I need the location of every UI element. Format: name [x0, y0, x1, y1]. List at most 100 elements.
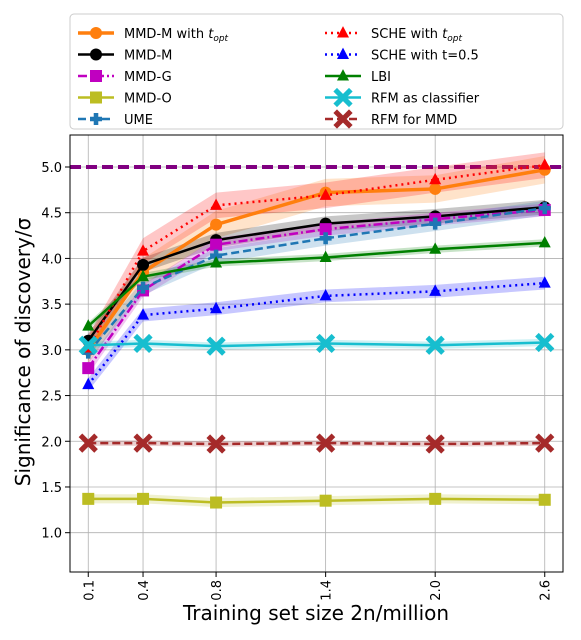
- legend-item-2: MMD-G: [78, 70, 172, 85]
- point-series-8-2: [206, 336, 226, 356]
- point-series-7-3: [319, 250, 332, 263]
- x-tick-label-5: 2.6: [539, 580, 554, 601]
- y-tick-label-2: 2.0: [41, 435, 62, 450]
- legend-item-0: MMD-M with topt: [78, 27, 229, 44]
- x-tick-label-0: 0.1: [82, 580, 97, 601]
- y-tick-label-8: 5.0: [41, 161, 62, 176]
- point-series-7-4: [429, 242, 442, 254]
- point-series-4-5: [538, 202, 551, 215]
- line-series-6: [87, 281, 545, 386]
- legend-label-0: MMD-M with topt: [124, 27, 229, 44]
- point-series-5-5: [538, 158, 551, 170]
- line-series-3: [88, 497, 545, 504]
- point-series-2-3: [319, 223, 332, 236]
- line-series-1: [87, 205, 545, 342]
- legend-label-sub-0: opt: [213, 34, 228, 44]
- line-series-4: [87, 206, 545, 354]
- point-series-4-2: [210, 249, 223, 262]
- point-series-9-1: [133, 433, 153, 453]
- error-bands: [88, 152, 545, 508]
- legend-label-7: LBI: [371, 70, 391, 85]
- point-series-2-0: [82, 362, 95, 375]
- legend-swatch-marker-4: [90, 113, 102, 125]
- legend-label-4: UME: [124, 113, 153, 128]
- point-series-8-4-stroke-b: [425, 335, 445, 355]
- x-axis-label: Training set size 2n/million: [182, 601, 449, 625]
- legend-item-1: MMD-M: [78, 48, 172, 64]
- point-series-5-3: [319, 188, 332, 200]
- point-series-8-1-stroke-b: [133, 333, 153, 354]
- legend-label-main-5: SCHE with: [371, 27, 442, 42]
- legend-box: [69, 13, 564, 130]
- legend-swatch-marker-9-stroke-b: [333, 109, 353, 129]
- point-series-0-4: [429, 182, 442, 195]
- point-series-8-4: [425, 335, 445, 355]
- band-series-5: [88, 152, 545, 361]
- legend-swatch-marker-3: [90, 91, 102, 104]
- legend-item-6: SCHE with t=0.5: [325, 47, 479, 64]
- legend-swatch-marker-0: [90, 27, 102, 39]
- point-series-4-1: [137, 281, 150, 294]
- point-series-4-3: [319, 232, 332, 245]
- point-series-3-1: [137, 492, 150, 505]
- legend-label-8: RFM as classifier: [371, 92, 480, 107]
- legend-item-4: UME: [78, 113, 153, 128]
- line-series-2: [87, 208, 545, 369]
- point-series-2-2: [210, 238, 223, 251]
- point-series-7-2: [210, 256, 223, 268]
- legend-swatch-marker-6: [337, 47, 349, 59]
- y-tick-label-7: 4.5: [41, 207, 62, 222]
- point-series-7-1: [137, 269, 150, 282]
- point-series-9-5-stroke-b: [535, 433, 555, 453]
- point-series-9-3-stroke-b: [316, 433, 336, 453]
- x-tick-label-2: 0.8: [210, 580, 225, 601]
- point-series-9-5: [535, 433, 555, 453]
- legend-swatch-marker-2: [90, 70, 102, 82]
- point-series-4-4: [429, 217, 442, 230]
- point-series-8-2-stroke-b: [206, 336, 226, 356]
- point-series-8-5-stroke-b: [535, 332, 555, 353]
- point-series-8-0-stroke-b: [78, 335, 98, 355]
- point-series-9-2: [206, 434, 226, 454]
- legend-label-9: RFM for MMD: [371, 113, 457, 128]
- point-series-3-4: [429, 492, 442, 505]
- point-series-6-4: [429, 284, 442, 296]
- y-tick-label-3: 2.5: [41, 390, 62, 405]
- point-series-8-0: [78, 335, 98, 355]
- axes: 1.0 1.5 2.0 2.5 3.0 3.5 4.0 4.5 5.0 0.1 0.4 0.8 1.4 2…: [41, 134, 564, 601]
- legend-swatch-marker-8-stroke-b: [333, 87, 353, 108]
- legend-label-6: SCHE with t=0.5: [371, 49, 479, 64]
- legend-item-5: SCHE with topt: [325, 26, 463, 44]
- point-series-7-0: [82, 319, 95, 331]
- x-tick-label-4: 2.0: [429, 580, 444, 601]
- point-series-6-2: [210, 301, 223, 314]
- point-series-9-1-stroke-b: [133, 433, 153, 453]
- point-series-9-4-stroke-b: [425, 434, 445, 454]
- point-series-3-0: [82, 492, 95, 505]
- line-series-5: [87, 163, 545, 349]
- point-series-3-5: [538, 493, 551, 506]
- point-series-9-0-stroke-b: [78, 433, 98, 453]
- point-series-6-1: [137, 308, 150, 320]
- legend-swatch-marker-9: [333, 109, 353, 129]
- legend-swatch-marker-7: [337, 69, 349, 81]
- legend-label-main-0: MMD-M with: [124, 27, 208, 42]
- legend-swatch-marker-8: [333, 87, 353, 108]
- legend-item-7: LBI: [325, 69, 391, 85]
- point-series-9-0: [78, 433, 98, 453]
- legend-label-3: MMD-O: [124, 92, 172, 107]
- y-tick-label-0: 1.0: [41, 527, 62, 542]
- legend-label-t-5: t: [442, 27, 448, 42]
- point-series-9-3: [316, 433, 336, 453]
- point-series-6-5: [538, 276, 551, 288]
- legend-label-sub-5: opt: [447, 34, 462, 44]
- line-series-8: [88, 341, 545, 348]
- y-tick-label-5: 3.5: [41, 298, 62, 313]
- point-series-8-3: [316, 333, 336, 354]
- band-series-6: [88, 276, 545, 391]
- legend-label-5: SCHE with topt: [371, 27, 463, 44]
- legend-label-2: MMD-G: [124, 70, 172, 85]
- point-series-9-2-stroke-b: [206, 434, 226, 454]
- x-tick-label-1: 0.4: [137, 580, 152, 601]
